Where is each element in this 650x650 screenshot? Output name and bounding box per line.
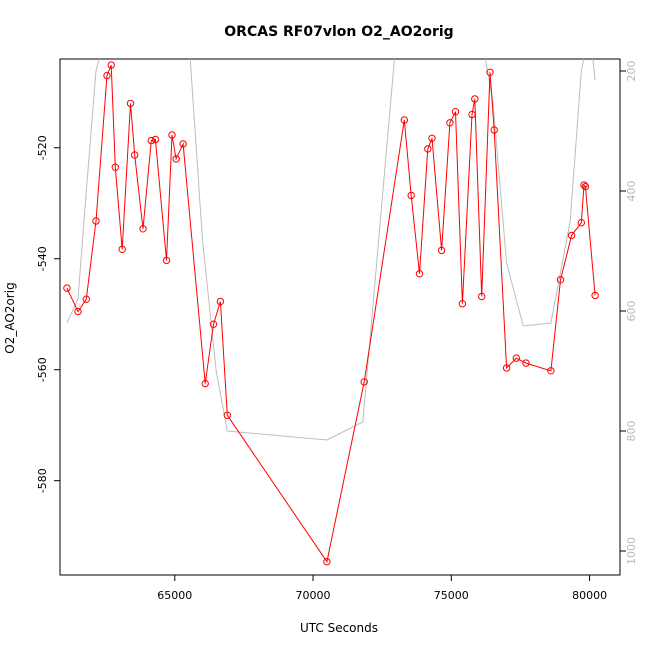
series-layer bbox=[63, 59, 599, 566]
y-tick-label: -520 bbox=[36, 135, 49, 160]
data-point bbox=[581, 182, 590, 191]
y-tick-label: -580 bbox=[36, 468, 49, 493]
data-point bbox=[512, 354, 520, 362]
data-point bbox=[522, 359, 530, 367]
y2-axis: 200 400 600 800 1000 bbox=[620, 61, 638, 565]
x-axis-label: UTC Seconds bbox=[300, 621, 378, 635]
data-point bbox=[360, 378, 368, 386]
data-point bbox=[471, 95, 479, 103]
primary-series-line bbox=[66, 64, 596, 563]
data-point bbox=[168, 131, 176, 139]
data-point bbox=[323, 558, 331, 566]
y2-tick-label: 200 bbox=[625, 61, 638, 82]
data-point bbox=[118, 245, 126, 254]
data-point bbox=[458, 300, 467, 308]
data-point bbox=[490, 126, 498, 134]
data-point bbox=[131, 151, 139, 159]
plot-area bbox=[59, 58, 621, 576]
data-point bbox=[502, 364, 511, 372]
data-point bbox=[103, 71, 111, 80]
data-point bbox=[547, 367, 555, 375]
data-point bbox=[74, 307, 82, 316]
data-point bbox=[172, 155, 180, 163]
y2-tick-label: 400 bbox=[625, 181, 638, 202]
data-point bbox=[139, 225, 147, 233]
data-point bbox=[580, 181, 588, 189]
data-point bbox=[201, 379, 209, 388]
x-tick-label: 70000 bbox=[296, 589, 331, 602]
data-point bbox=[567, 231, 576, 240]
data-point bbox=[407, 191, 415, 200]
data-point bbox=[107, 61, 115, 69]
data-point bbox=[486, 68, 494, 77]
y-axis-label: O2_AO2orig bbox=[3, 282, 17, 353]
data-point bbox=[415, 270, 424, 278]
data-point bbox=[577, 219, 585, 227]
data-point bbox=[151, 135, 160, 144]
y-tick-label: -560 bbox=[36, 357, 49, 382]
data-point bbox=[468, 110, 476, 119]
x-tick-label: 80000 bbox=[572, 589, 607, 602]
data-point bbox=[556, 276, 565, 284]
data-point bbox=[209, 320, 218, 328]
data-point bbox=[400, 116, 408, 124]
y-tick-label: -540 bbox=[36, 246, 49, 271]
data-point bbox=[126, 99, 135, 108]
data-point bbox=[63, 284, 71, 292]
data-point bbox=[82, 295, 91, 303]
data-point bbox=[147, 136, 156, 145]
y2-tick-label: 800 bbox=[625, 421, 638, 442]
y-axis: -520 -540 -560 -580 bbox=[36, 135, 60, 493]
data-point bbox=[446, 119, 454, 127]
secondary-series-line bbox=[66, 59, 596, 441]
data-point bbox=[437, 246, 446, 255]
y2-tick-label: 1000 bbox=[625, 537, 638, 565]
data-point bbox=[216, 297, 225, 306]
data-point bbox=[111, 163, 120, 171]
data-point bbox=[428, 134, 436, 143]
data-point bbox=[591, 291, 599, 300]
data-point bbox=[424, 145, 432, 153]
data-point bbox=[451, 108, 460, 116]
data-point bbox=[92, 217, 100, 225]
x-tick-label: 65000 bbox=[157, 589, 192, 602]
data-point bbox=[478, 292, 486, 301]
data-point bbox=[179, 140, 187, 148]
y2-tick-label: 600 bbox=[625, 301, 638, 322]
x-tick-label: 75000 bbox=[434, 589, 469, 602]
data-point bbox=[223, 411, 232, 419]
chart-title: ORCAS RF07vlon O2_AO2orig bbox=[224, 24, 453, 40]
x-axis: 65000 70000 75000 80000 bbox=[157, 575, 607, 602]
data-point bbox=[162, 256, 171, 265]
